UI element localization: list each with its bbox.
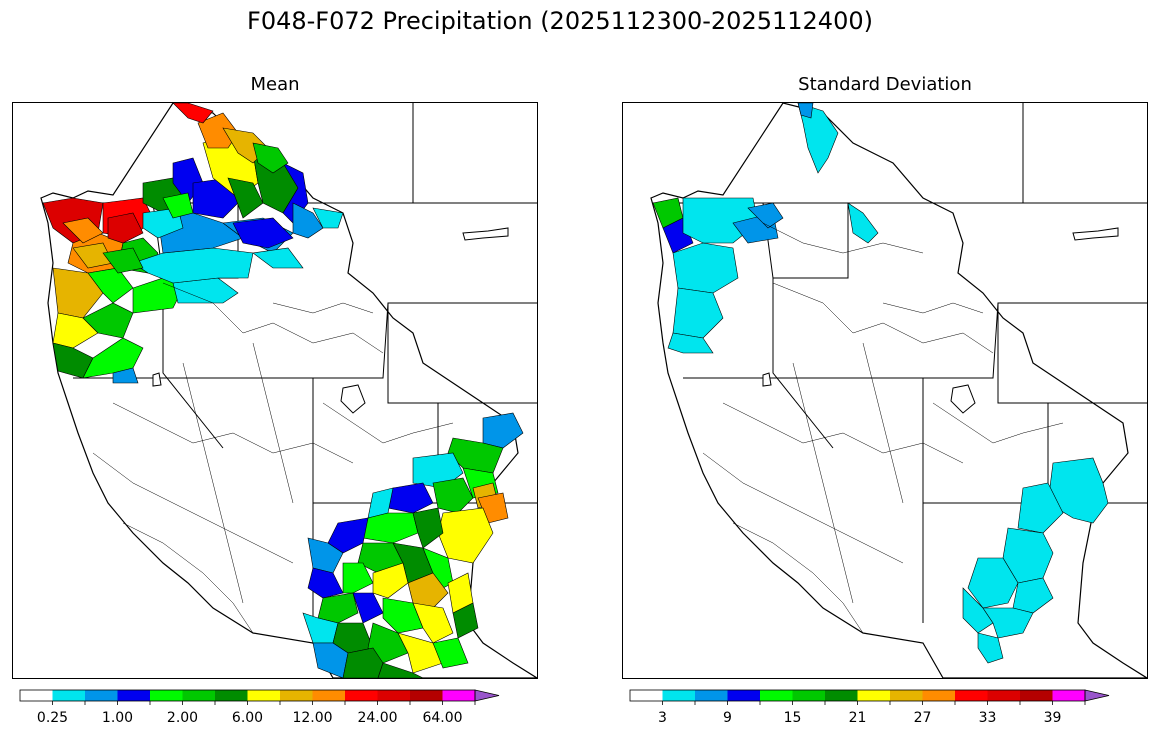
mean-precipitation-map [12, 102, 538, 679]
colorbar-swatch [345, 690, 378, 701]
colorbar-swatch [922, 690, 956, 701]
std-dev-precipitation-map [622, 102, 1148, 679]
basin-boundaries [92, 282, 454, 634]
state-borders [43, 103, 537, 623]
colorbar-tick-label: 12.00 [292, 710, 333, 726]
colorbar-swatch [630, 690, 663, 701]
colorbar-swatch [890, 690, 923, 701]
colorbar-swatch [955, 690, 988, 701]
colorbar-tick-label: 9 [723, 710, 732, 726]
colorbar-swatch [662, 690, 696, 701]
lakes [152, 227, 509, 414]
mean-colorbar [19, 689, 500, 705]
northwest-basins [652, 103, 879, 354]
southwest-basins [962, 457, 1109, 664]
colorbar-swatch [150, 690, 183, 701]
colorbar-swatch [85, 690, 118, 701]
std-dev-colorbar [629, 689, 1110, 705]
figure-title: F048-F072 Precipitation (2025112300-2025… [247, 7, 873, 35]
colorbar-swatch [410, 690, 443, 701]
colorbar-tick-label: 1.00 [101, 710, 134, 726]
colorbar-tick-label: 24.00 [357, 710, 398, 726]
colorbar-swatch [792, 690, 826, 701]
colorbar-swatch [987, 690, 1021, 701]
colorbar-swatch [20, 690, 53, 701]
basin-boundaries [702, 222, 1064, 634]
mean-panel-title: Mean [250, 74, 300, 95]
southwest-basins [302, 412, 524, 678]
mean-map-canvas [40, 103, 537, 678]
colorbar-tick-label: 6.00 [231, 710, 264, 726]
colorbar-swatch [215, 690, 248, 701]
western-us-land-outline [650, 103, 1147, 678]
colorbar-tick-label: 2.00 [166, 710, 199, 726]
colorbar-swatch [857, 690, 891, 701]
colorbar-extend-arrow [474, 689, 500, 702]
colorbar-tick-label: 39 [1043, 710, 1062, 726]
std-dev-panel-title: Standard Deviation [798, 74, 972, 95]
colorbar-swatch [825, 690, 858, 701]
colorbar-swatch [52, 690, 86, 701]
colorbar-tick-label: 0.25 [36, 710, 69, 726]
colorbar-swatch [117, 690, 151, 701]
colorbar-swatch [312, 690, 346, 701]
colorbar-tick-label: 3 [658, 710, 667, 726]
colorbar-tick-label: 33 [978, 710, 997, 726]
std-dev-map-canvas [650, 103, 1147, 678]
colorbar-swatch [247, 690, 281, 701]
colorbar-swatch [442, 690, 476, 701]
colorbar-swatch [695, 690, 728, 701]
colorbar-swatch [1052, 690, 1086, 701]
colorbar-swatch [280, 690, 313, 701]
colorbar-swatch [760, 690, 793, 701]
colorbar-tick-label: 15 [783, 710, 802, 726]
colorbar-extend-arrow [1084, 689, 1110, 702]
lakes [762, 227, 1119, 414]
colorbar-tick-label: 64.00 [422, 710, 463, 726]
colorbar-tick-label: 21 [848, 710, 867, 726]
colorbar-swatch [182, 690, 216, 701]
colorbar-swatch [727, 690, 761, 701]
colorbar-swatch [377, 690, 411, 701]
colorbar-tick-label: 27 [913, 710, 932, 726]
colorbar-swatch [1020, 690, 1053, 701]
northwest-basins [42, 103, 344, 384]
